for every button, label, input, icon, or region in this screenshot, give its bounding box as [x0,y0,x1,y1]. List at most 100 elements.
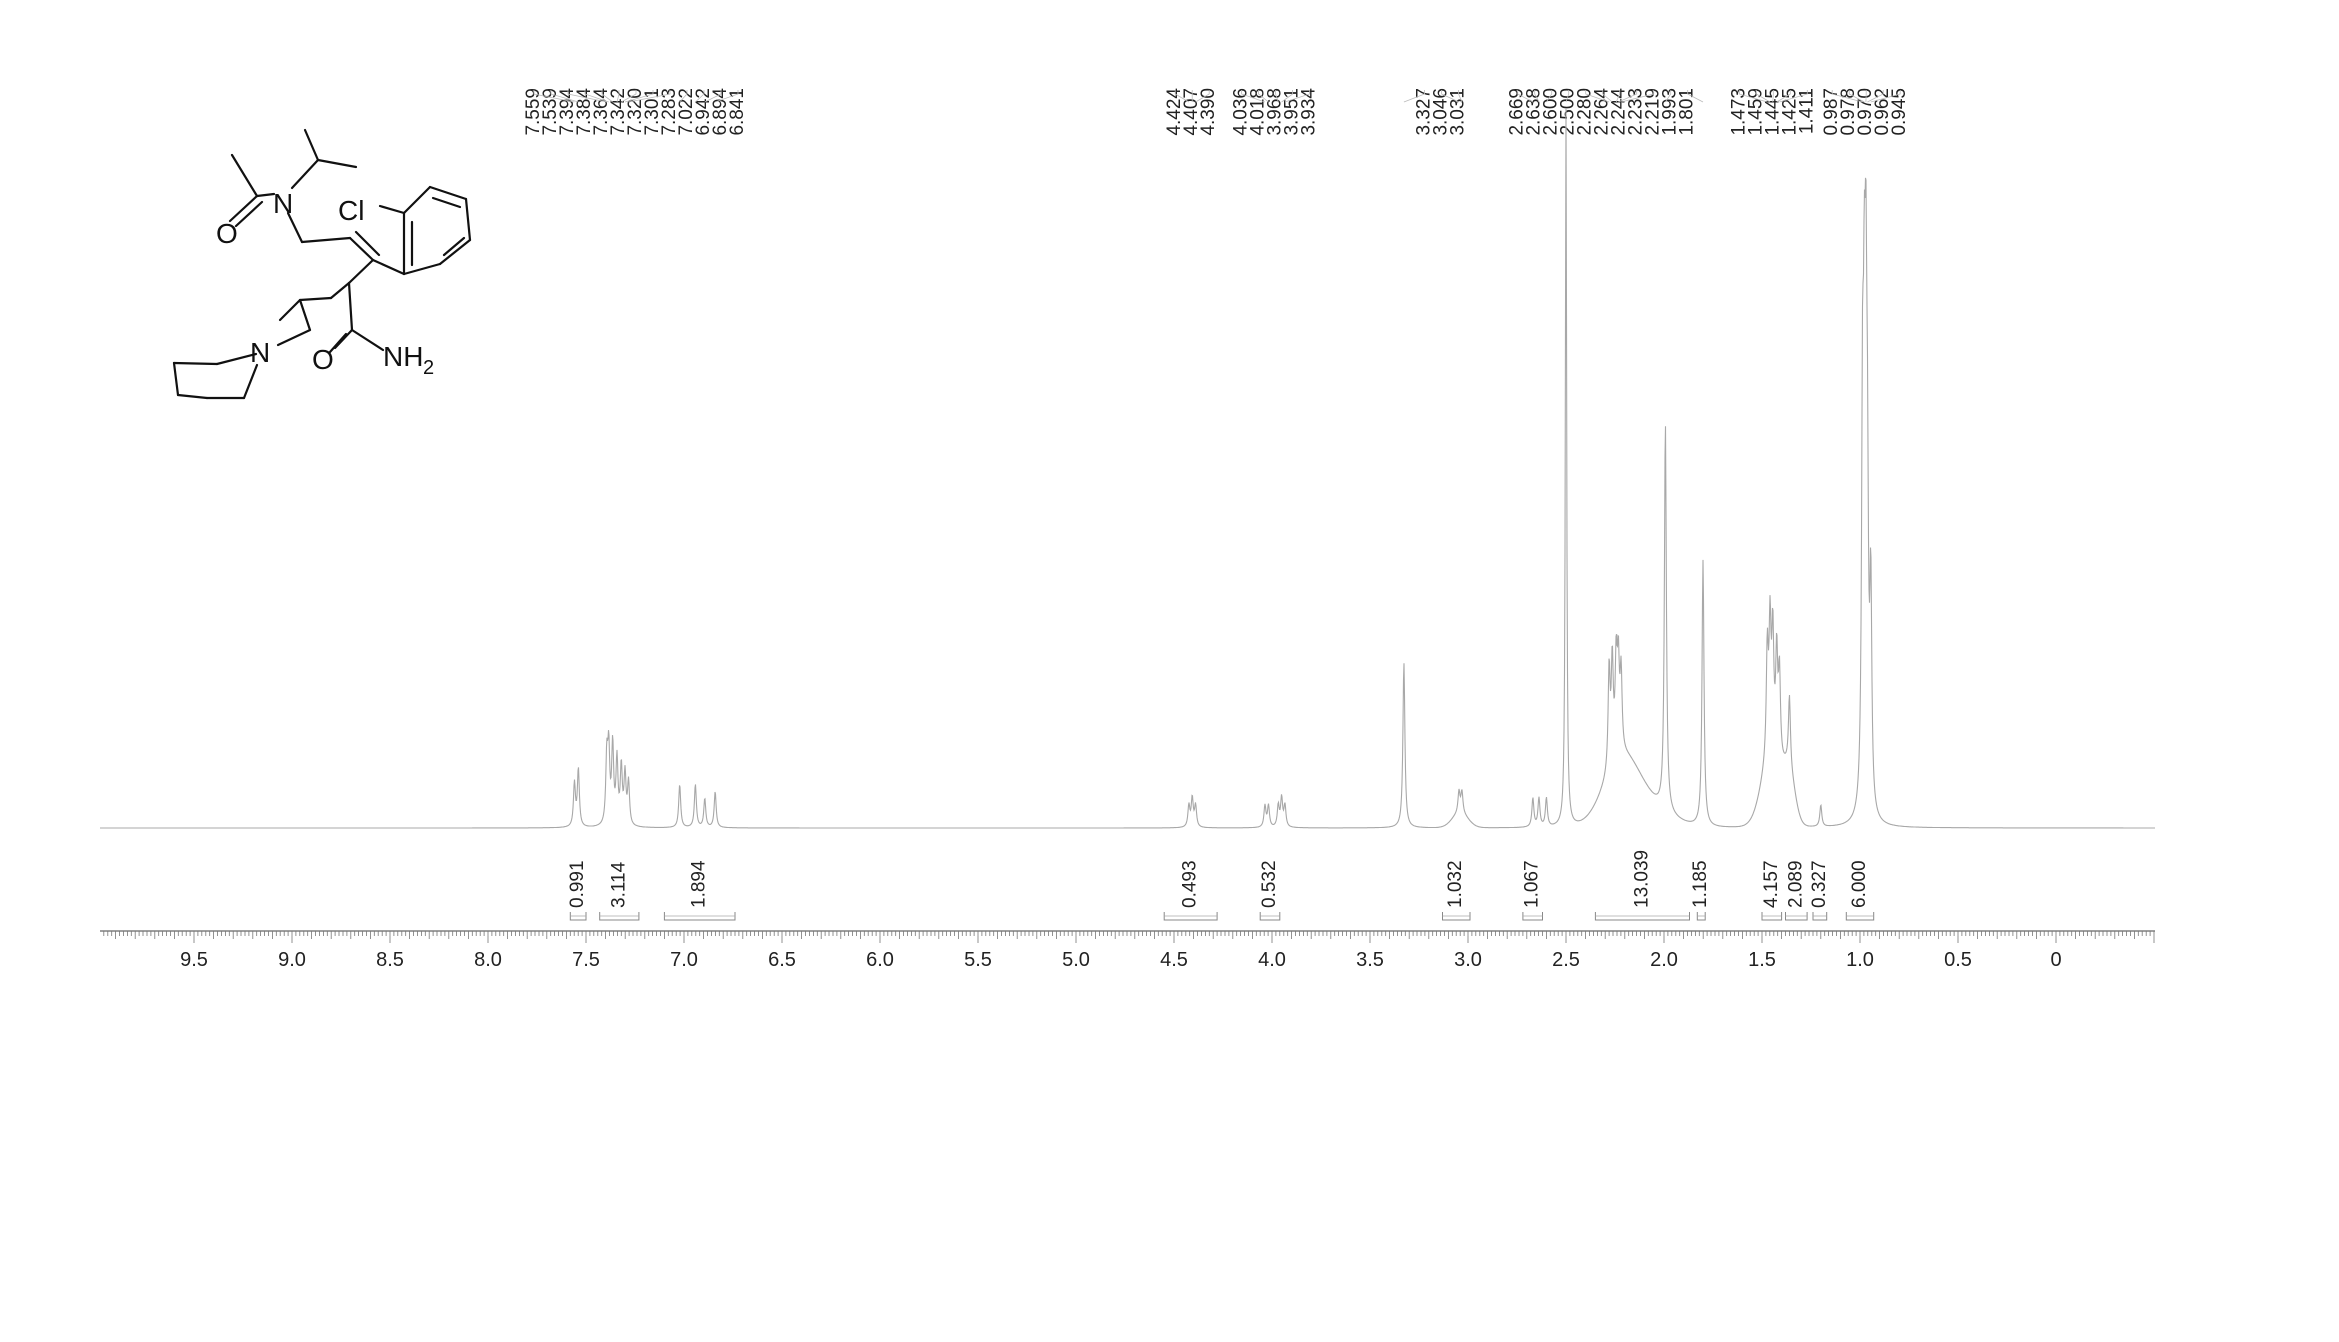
x-tick-label: 1.5 [1748,949,1776,971]
peak-leader-line [1241,90,1266,103]
peak-label: 2.500 [1558,88,1579,136]
x-tick-label: 8.5 [376,949,404,971]
atom-chlorine: Cl [338,195,364,226]
peak-leader-line [679,90,688,103]
peak-label: 1.473 [1728,88,1749,136]
peak-leader-line [1284,90,1310,103]
peak-label: 2.280 [1575,88,1596,136]
integral-value: 4.157 [1761,860,1782,908]
spectrum-trace [100,107,2155,829]
peak-label: 7.559 [523,88,544,136]
integral-value: 0.493 [1180,860,1201,908]
peak-leader-line [1258,90,1269,103]
peak-leader-line [1867,90,1884,103]
x-tick-label: 5.0 [1062,949,1090,971]
peak-leader-line [624,90,654,103]
x-tick-label: 3.0 [1454,949,1482,971]
peak-label-group: 7.5597.5397.3947.3847.3647.3427.3207.301… [523,88,1910,136]
peak-leader-line [1755,90,1771,103]
integral-value: 13.039 [1631,850,1652,908]
peak-leader-line [1534,90,1540,103]
peak-label: 3.327 [1414,88,1435,136]
peak-label: 1.425 [1779,88,1800,136]
peak-label: 1.411 [1796,88,1817,134]
integral-value: 0.327 [1809,860,1830,908]
peak-label: 2.264 [1592,88,1613,136]
peak-leader-line [1779,90,1808,103]
peak-label: 2.600 [1541,88,1562,136]
integral-value: 1.894 [689,860,710,908]
peak-label: 4.424 [1164,88,1185,136]
peak-leader-line [1602,90,1613,103]
peak-leader-line [1831,90,1863,103]
peak-label: 3.046 [1431,88,1452,136]
x-tick-label: 6.5 [768,949,796,971]
peak-leader-line [1618,90,1638,103]
peak-leader-line [1848,90,1865,103]
x-tick-label: 9.5 [180,949,208,971]
x-axis: 9.5 9.0 8.5 8.0 7.5 7.0 6.5 6.0 5.5 5.0 4.5 4.0 3.5 3… [100,930,2155,971]
peak-label: 7.301 [642,88,663,136]
peak-leader-line [715,90,739,103]
x-tick-label: 8.0 [474,949,502,971]
peak-leader-line [1687,90,1704,103]
peak-leader-line [1441,90,1460,103]
integral: 4.157 [1761,860,1783,921]
peak-label: 1.801 [1677,88,1698,136]
peak-label: 0.987 [1821,88,1842,136]
peak-leader-line [601,90,613,103]
x-tick-label: 7.5 [572,949,600,971]
integral: 1.067 [1522,860,1543,921]
peak-label: 7.539 [540,88,561,136]
peak-label: 4.036 [1231,88,1252,136]
peak-label: 0.945 [1889,88,1910,136]
x-tick-label: 0 [2050,949,2061,971]
peak-leader-line [1665,90,1672,103]
integral: 1.894 [663,860,736,921]
peak-label: 1.993 [1660,88,1681,136]
integral: 0.532 [1259,860,1281,921]
peak-label: 6.841 [727,88,748,136]
peak-leader-line [704,90,722,103]
x-tick-label: 0.5 [1944,949,1972,971]
peak-leader-line [616,90,620,103]
peak-leader-line [621,90,637,103]
peak-label: 4.407 [1181,88,1202,136]
peak-leader-line [1776,90,1791,103]
peak-leader-line [1621,90,1655,103]
peak-label: 1.445 [1762,88,1783,136]
peak-leader-line [533,90,575,103]
peak-leader-line [1565,90,1570,103]
integral: 13.039 [1594,850,1690,921]
integral-value: 6.000 [1849,860,1870,908]
x-tick-label: 6.0 [866,949,894,971]
peak-label: 3.934 [1299,88,1320,136]
atom-nitrogen-piperidine: N [250,337,270,368]
peak-leader-line [1281,90,1293,103]
atom-amine-nh: NH [383,341,423,372]
peak-label: 3.031 [1448,88,1469,136]
peak-leader-line [628,90,671,103]
x-tick-label: 2.5 [1552,949,1580,971]
peak-label: 6.894 [710,88,731,136]
peak-leader-line [1870,90,1901,103]
structure-atom-labels: O N Cl N O NH 2 [216,188,434,379]
integral: 1.185 [1690,860,1711,921]
atom-nitrogen-amide: N [273,188,293,219]
x-tick-label: 7.0 [670,949,698,971]
peak-leader-line [1275,90,1279,103]
peak-label: 3.951 [1282,88,1303,136]
peak-label: 7.342 [608,88,629,136]
peak-leader-line [1458,90,1463,103]
peak-leader-line [1174,90,1190,103]
integral: 6.000 [1845,860,1875,921]
integral: 2.089 [1785,860,1808,921]
x-tick-label: 4.0 [1258,949,1286,971]
x-tick-label: 9.0 [278,949,306,971]
chemical-structure [172,128,472,400]
peak-label: 4.390 [1198,88,1219,136]
peak-leader-line [567,90,607,103]
atom-amine-subscript: 2 [423,357,434,379]
integral: 1.032 [1442,860,1471,921]
